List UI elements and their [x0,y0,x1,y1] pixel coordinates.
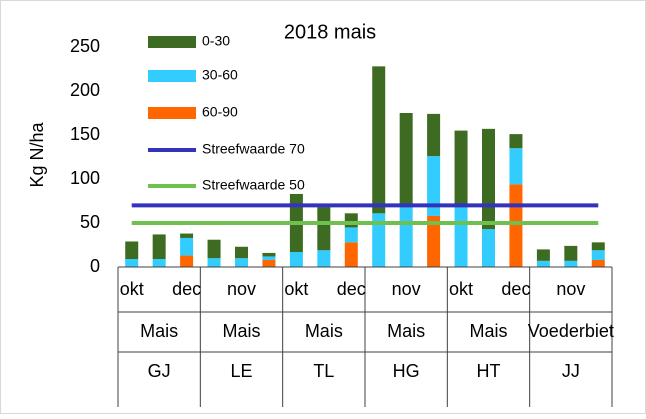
bar-segment [399,207,413,267]
bar-segment [564,245,578,261]
bar-segment [482,128,495,230]
bar-segment [427,215,441,267]
bar-segment [591,242,605,251]
legend-swatch [148,148,196,152]
bar-segment [344,242,358,267]
bar-segment [317,207,331,251]
x-tick-label: dec [172,279,201,299]
group-label: Mais [305,321,343,341]
legend-label: Streefwaarde 70 [202,141,305,157]
bar-segment [344,227,358,243]
group-label: Voederbiet [528,321,614,341]
legend-swatch [148,70,196,82]
bar-segment [427,113,441,157]
bar-segment [372,213,386,267]
x-tick-label: okt [120,279,144,299]
bar-segment [180,233,194,238]
x-tick-label: dec [501,279,530,299]
chart-title: 2018 mais [284,21,376,43]
y-axis-label: Kg N/ha [27,121,47,187]
bar-segment [372,66,386,214]
y-tick-label: 100 [70,168,100,188]
bar-segment [235,258,248,267]
bar-segment [180,237,194,256]
y-tick-label: 250 [70,36,100,56]
bar-segment [262,252,276,257]
bar-segment [152,259,166,267]
group-label: Mais [387,321,425,341]
y-tick-label: 0 [90,256,100,276]
bar-segment [482,229,495,267]
x-tick-label: nov [392,279,421,299]
bar-segment [317,250,331,267]
bar-segment [454,207,468,267]
legend-label: 0-30 [202,33,230,49]
x-tick-label: dec [337,279,366,299]
group-label: GJ [148,361,171,381]
x-tick-label: okt [284,279,308,299]
y-tick-label: 200 [70,80,100,100]
x-tick-label: okt [449,279,473,299]
bar-segment [262,256,276,260]
group-label: LE [230,361,252,381]
bar-segment [125,259,139,267]
bar-segment [344,213,358,228]
legend-label: 60-90 [202,104,238,120]
y-tick-label: 50 [80,212,100,232]
bar-segment [262,259,276,267]
group-label: Mais [222,321,260,341]
legend-label: 30-60 [202,67,238,83]
legend-swatch [148,184,196,188]
bar-segment [454,130,468,208]
bar-segment [207,258,221,267]
y-tick-label: 150 [70,124,100,144]
bar-segment [399,113,413,208]
group-label: JJ [562,361,580,381]
legend-label: Streefwaarde 50 [202,177,305,193]
bar-segment [207,239,221,259]
x-tick-label: nov [227,279,256,299]
legend-swatch [148,36,196,48]
bar-segment [591,250,605,260]
bar-segment [509,134,523,149]
bar-segment [509,148,523,185]
group-label: TL [313,361,334,381]
group-label: HT [477,361,501,381]
bar-segment [536,249,550,261]
group-label: Mais [140,321,178,341]
legend-swatch [148,107,196,119]
bar-segment [427,156,441,216]
bar-segment [536,260,550,267]
bar-segment [289,252,303,267]
bar-segment [564,260,578,267]
bar-segment [509,184,523,267]
bar-segment [235,246,248,259]
bar-segment [591,259,605,267]
bar-segment [180,255,194,267]
x-tick-label: nov [556,279,585,299]
group-label: HG [393,361,420,381]
bar-segment [125,241,139,260]
bar-segment [152,234,166,260]
group-label: Mais [469,321,507,341]
